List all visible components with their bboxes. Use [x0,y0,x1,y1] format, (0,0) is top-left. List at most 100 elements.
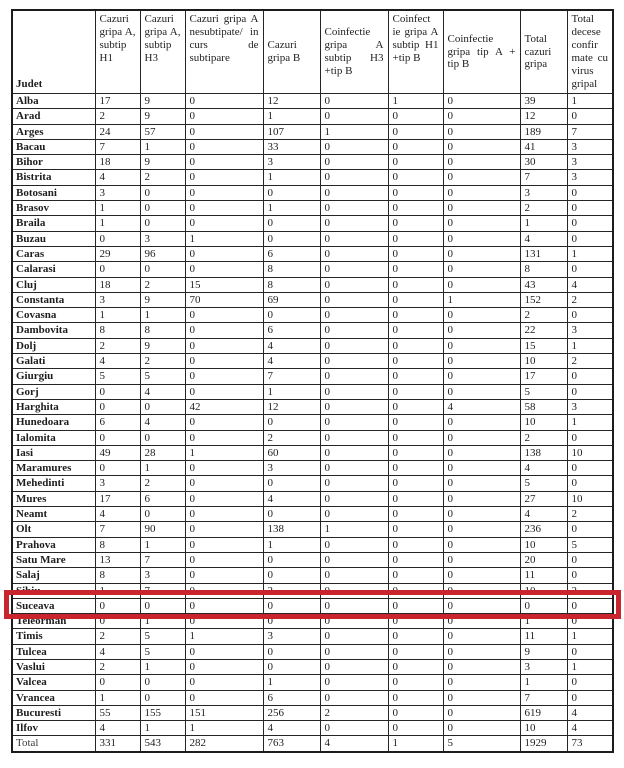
county-name-cell: Suceava [11,597,96,615]
value-cell: 0 [566,261,614,278]
value-cell: 1 [184,444,264,462]
value-cell: 0 [442,92,521,110]
value-cell: 22 [519,322,568,339]
value-cell: 0 [387,536,444,553]
value-cell: 30 [519,154,568,171]
value-cell: 0 [566,674,614,691]
value-cell: 0 [387,613,444,630]
value-cell: 0 [184,383,264,400]
value-cell: 0 [387,414,444,431]
value-cell: 1 [519,215,568,232]
value-cell: 0 [319,276,389,293]
table-row: Arges 24 57 0 107 1 0 0 189 7 [11,123,614,140]
value-cell: 7 [519,689,568,706]
value-cell: 0 [184,613,264,630]
table-row: Dolj 2 9 0 4 0 0 0 15 1 [11,337,614,355]
table-row: Calarasi 0 0 0 8 0 0 0 8 0 [11,261,614,278]
value-cell: 5 [566,536,614,553]
county-name-cell: Braila [11,215,96,232]
value-cell: 3 [262,460,321,477]
value-cell: 1 [262,674,321,691]
value-cell: 1 [139,536,186,553]
value-cell: 0 [387,475,444,492]
value-cell: 8 [262,276,321,293]
value-cell: 10 [519,536,568,553]
value-cell: 0 [442,138,521,156]
value-cell: 0 [387,521,444,538]
value-cell: 0 [262,475,321,492]
value-cell: 0 [566,551,614,569]
value-cell: 0 [387,261,444,278]
county-name-cell: Tulcea [11,643,96,660]
column-header: Coinfect ie gripa A subtip H1 +tip B [387,9,444,94]
county-name-cell: Covasna [11,307,96,324]
value-cell: 0 [319,245,389,263]
value-cell: 4 [566,704,614,722]
value-cell: 1 [387,92,444,110]
table-row: Bacau 7 1 0 33 0 0 0 41 3 [11,138,614,156]
value-cell: 0 [184,643,264,660]
value-cell: 10 [519,353,568,370]
value-cell: 2 [94,108,141,125]
county-name-cell: Giurgiu [11,368,96,385]
value-cell: 1 [94,307,141,324]
value-cell: 0 [184,429,264,446]
value-cell: 0 [442,658,521,676]
value-cell: 0 [262,307,321,324]
value-cell: 20 [519,551,568,569]
county-name-cell: Botosani [11,184,96,202]
value-cell: 1 [262,108,321,125]
value-cell: 4 [139,414,186,431]
county-name-cell: Total [11,735,96,753]
value-cell: 0 [319,154,389,171]
value-cell: 0 [442,643,521,660]
value-cell: 236 [519,521,568,538]
value-cell: 0 [319,368,389,385]
value-cell: 0 [319,383,389,400]
value-cell: 0 [94,261,141,278]
county-name-cell: Bucuresti [11,704,96,722]
value-cell: 6 [94,414,141,431]
table-row: Iasi 49 28 1 60 0 0 0 138 10 [11,444,614,462]
value-cell: 0 [387,567,444,584]
value-cell: 73 [566,735,614,753]
value-cell: 0 [184,506,264,523]
value-cell: 0 [442,261,521,278]
value-cell: 0 [442,230,521,247]
value-cell: 0 [387,490,444,508]
table-row: Maramures 0 1 0 3 0 0 0 4 0 [11,460,614,477]
value-cell: 1 [139,460,186,477]
value-cell: 4 [519,230,568,247]
value-cell: 3 [139,230,186,247]
value-cell: 0 [319,582,389,599]
value-cell: 0 [566,108,614,125]
value-cell: 131 [519,245,568,263]
value-cell: 8 [94,567,141,584]
value-cell: 0 [442,521,521,538]
value-cell: 0 [442,704,521,722]
flu-cases-by-county-table: Judet Cazuri gripa A, subtip H1 Cazuri gr… [11,9,614,753]
value-cell: 17 [94,92,141,110]
value-cell: 0 [442,276,521,293]
value-cell: 0 [139,429,186,446]
value-cell: 4 [319,735,389,753]
table-row: Constanta 3 9 70 69 0 0 1 152 2 [11,291,614,309]
value-cell: 331 [94,735,141,753]
value-cell: 7 [262,368,321,385]
value-cell: 1 [566,245,614,263]
value-cell: 4 [566,720,614,737]
value-cell: 0 [262,658,321,676]
value-cell: 0 [442,506,521,523]
value-cell: 0 [262,597,321,615]
table-row: Timis 2 5 1 3 0 0 0 11 1 [11,628,614,645]
table-row: Botosani 3 0 0 0 0 0 0 3 0 [11,184,614,202]
value-cell: 1 [262,169,321,186]
value-cell: 0 [319,490,389,508]
value-cell: 2 [566,506,614,523]
value-cell: 24 [94,123,141,140]
value-cell: 7 [94,521,141,538]
value-cell: 1 [319,521,389,538]
column-header-judet: Judet [11,9,96,94]
value-cell: 0 [387,276,444,293]
value-cell: 2 [94,628,141,645]
